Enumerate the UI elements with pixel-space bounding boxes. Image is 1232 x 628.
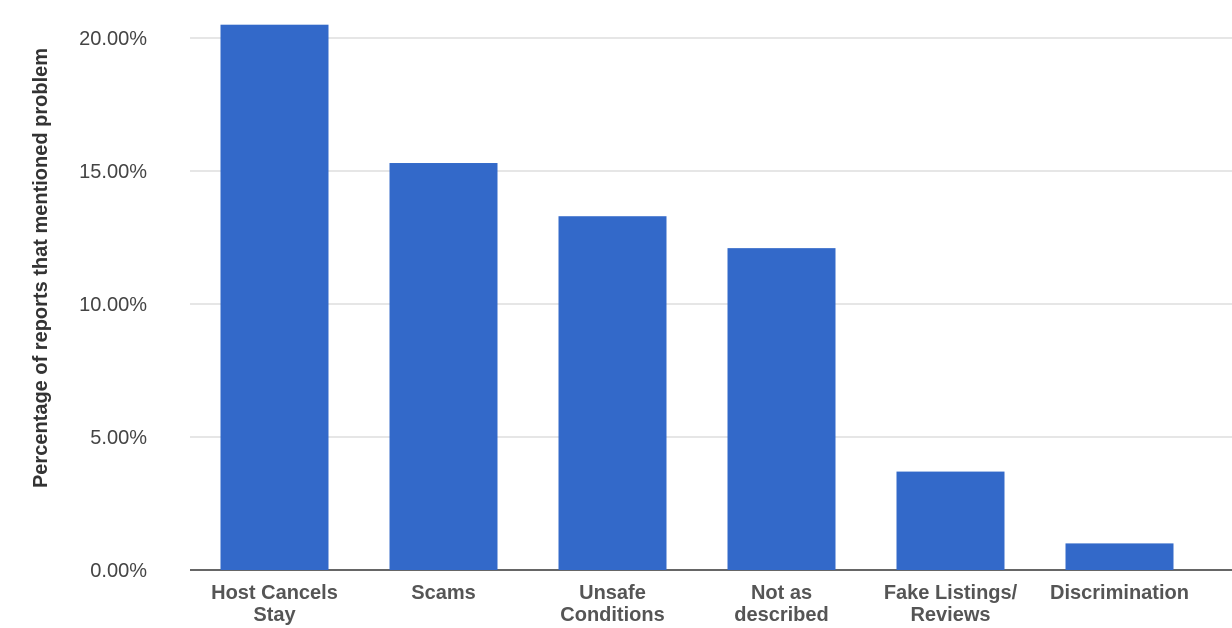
x-category-label: Fake Listings/Reviews (884, 582, 1018, 626)
x-category-label: Unsafe Conditions (560, 582, 664, 626)
x-category-label: Discrimination (1050, 582, 1189, 604)
x-category-label: Host Cancels Stay (211, 582, 338, 626)
gridlines (190, 37, 1232, 571)
x-axis-labels: Host Cancels Stay Scams Unsafe Conditions Not… (211, 582, 1189, 626)
y-tick-label: 0.00% (90, 560, 147, 582)
bar (896, 471, 1005, 570)
bar (220, 24, 329, 570)
bars (220, 24, 1174, 570)
y-axis-ticks: 0.00% 5.00% 10.00% 15.00% 20.00% (79, 28, 147, 582)
y-axis-title: Percentage of reports that mentioned pro… (30, 48, 52, 488)
y-tick-label: 5.00% (90, 427, 147, 449)
y-tick-label: 20.00% (79, 28, 147, 50)
x-category-label: Not as described (734, 582, 828, 626)
bar (727, 248, 836, 570)
bar (1065, 543, 1174, 570)
bar (389, 163, 498, 570)
y-tick-label: 15.00% (79, 161, 147, 183)
x-category-label: Scams (411, 582, 476, 604)
bar (558, 216, 667, 570)
y-tick-label: 10.00% (79, 294, 147, 316)
